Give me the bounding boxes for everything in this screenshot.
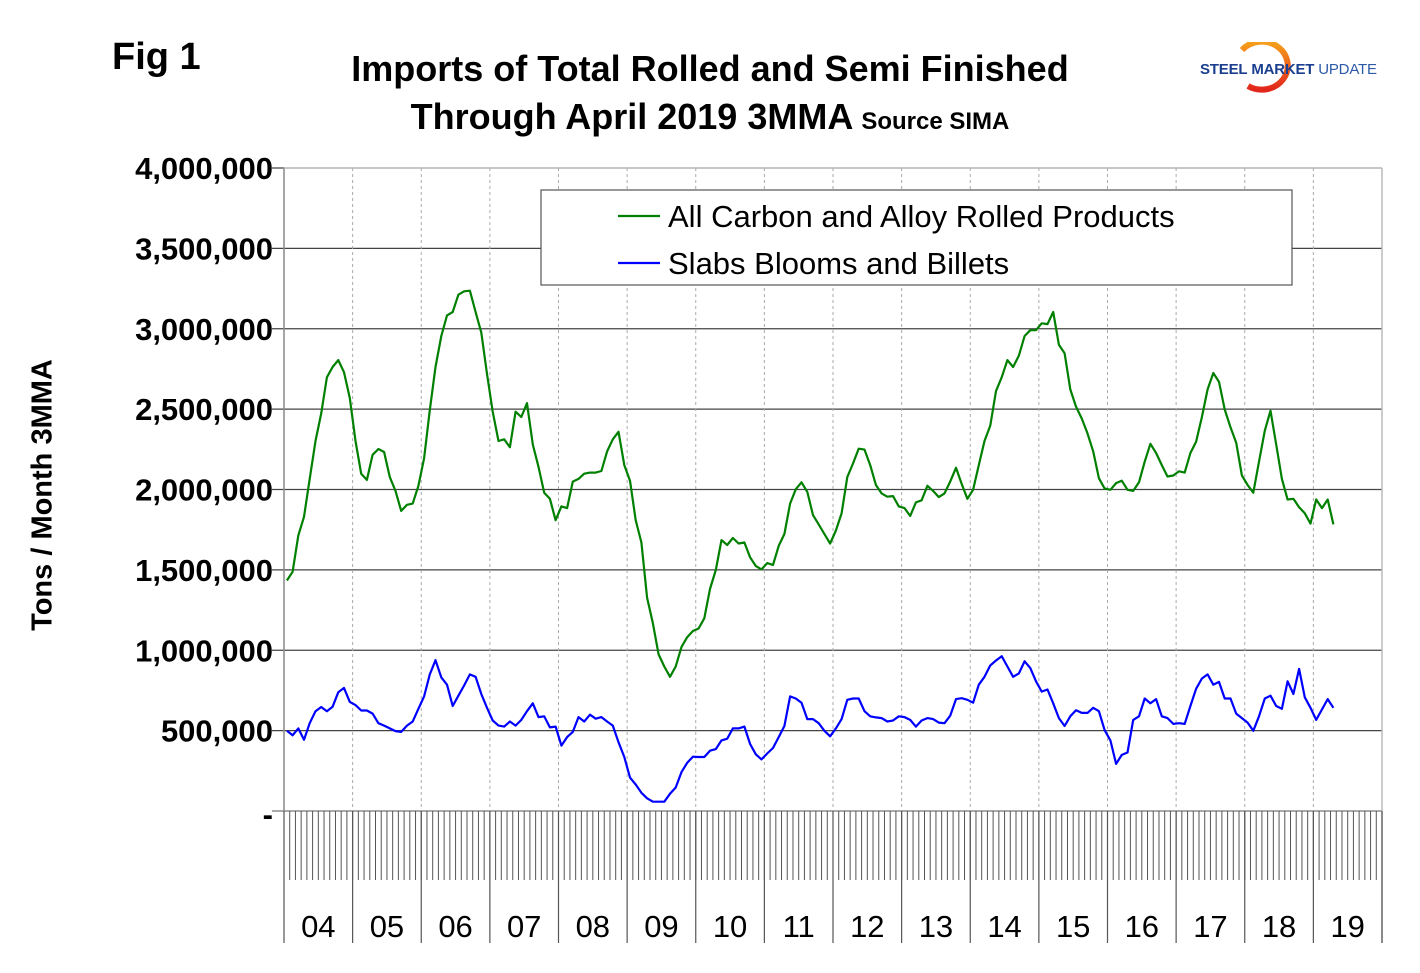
x-tick-label: 07 bbox=[507, 909, 541, 944]
y-tick-label: 500,000 bbox=[161, 714, 273, 749]
y-tick-label: 1,500,000 bbox=[135, 553, 273, 588]
chart-title-line1: Imports of Total Rolled and Semi Finishe… bbox=[0, 48, 1420, 90]
chart-title-text: Imports of Total Rolled and Semi Finishe… bbox=[351, 48, 1069, 89]
x-tick-label: 04 bbox=[301, 909, 335, 944]
x-tick-label: 12 bbox=[850, 909, 884, 944]
x-tick-label: 16 bbox=[1125, 909, 1159, 944]
logo-arc-icon bbox=[1239, 38, 1291, 93]
y-tick-label: 3,000,000 bbox=[135, 312, 273, 347]
x-tick-label: 14 bbox=[987, 909, 1021, 944]
chart-source: Source SIMA bbox=[861, 108, 1010, 135]
figure-label: Fig 1 bbox=[112, 36, 201, 78]
series-line-slabs-blooms-billets bbox=[286, 655, 1335, 803]
chart-subtitle-text: Through April 2019 3MMA bbox=[410, 96, 854, 137]
x-tick-label: 09 bbox=[644, 909, 678, 944]
y-tick-label: - bbox=[263, 797, 273, 832]
x-tick-label: 19 bbox=[1330, 909, 1364, 944]
y-tick-label: 2,000,000 bbox=[135, 473, 273, 508]
logo-text-update: UPDATE bbox=[1318, 61, 1377, 78]
y-tick-label: 2,500,000 bbox=[135, 392, 273, 427]
logo-text-market: MARKET bbox=[1251, 61, 1315, 78]
series-line-rolled-products bbox=[285, 289, 1335, 678]
chart-title-line2: Through April 2019 3MMA Source SIMA bbox=[0, 96, 1420, 138]
x-tick-label: 11 bbox=[783, 909, 815, 944]
y-tick-label: 4,000,000 bbox=[135, 151, 273, 186]
x-tick-label: 17 bbox=[1193, 909, 1227, 944]
x-tick-label: 05 bbox=[370, 909, 404, 944]
legend-label: All Carbon and Alloy Rolled Products bbox=[668, 199, 1175, 234]
steel-market-update-logo: STEEL MARKET UPDATE bbox=[1198, 38, 1398, 98]
y-tick-label: 1,000,000 bbox=[135, 633, 273, 668]
y-tick-label: 3,500,000 bbox=[135, 231, 273, 266]
legend-box bbox=[540, 189, 1293, 286]
x-tick-label: 06 bbox=[438, 909, 472, 944]
x-tick-label: 10 bbox=[713, 909, 747, 944]
x-tick-label: 15 bbox=[1056, 909, 1090, 944]
legend-label: Slabs Blooms and Billets bbox=[668, 246, 1009, 281]
x-tick-label: 18 bbox=[1262, 909, 1296, 944]
x-tick-label: 13 bbox=[919, 909, 953, 944]
x-tick-label: 08 bbox=[576, 909, 610, 944]
logo-text-steel: STEEL bbox=[1200, 61, 1248, 78]
